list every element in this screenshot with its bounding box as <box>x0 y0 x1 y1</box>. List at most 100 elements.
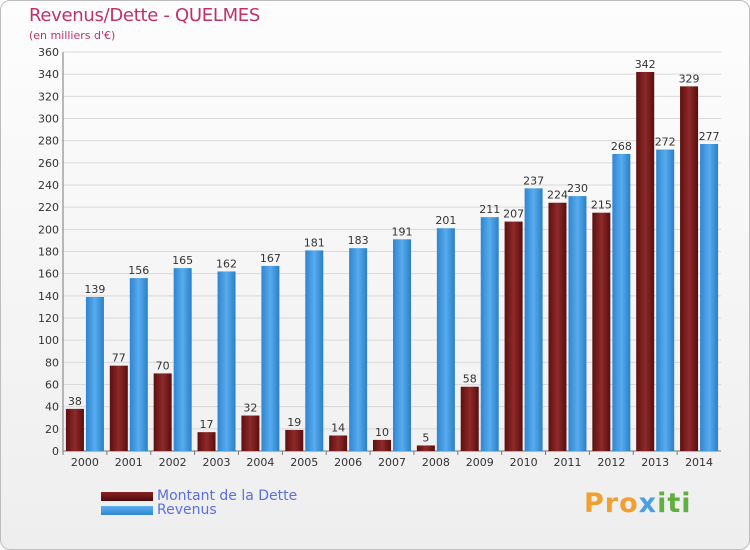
bar-revenus <box>261 265 280 451</box>
legend-label-revenus: Revenus <box>157 502 217 518</box>
data-label-revenus: 268 <box>611 140 632 153</box>
legend-swatch-dette <box>101 492 153 501</box>
x-tick-label: 2006 <box>334 456 362 469</box>
y-tick-label: 140 <box>38 290 59 303</box>
y-tick-label: 260 <box>38 157 59 170</box>
y-tick-label: 340 <box>38 68 59 81</box>
data-label-revenus: 277 <box>699 130 720 143</box>
bar-dette <box>460 386 479 451</box>
data-label-revenus: 167 <box>260 252 281 265</box>
legend-swatch-revenus <box>101 506 153 515</box>
bar-revenus <box>393 239 411 451</box>
x-tick-label: 2004 <box>246 456 274 469</box>
legend-label-dette: Montant de la Dette <box>157 488 298 504</box>
y-tick-label: 320 <box>38 90 59 103</box>
bar-revenus <box>612 153 631 451</box>
x-tick-label: 2005 <box>290 456 318 469</box>
x-tick-label: 2012 <box>597 456 625 469</box>
data-label-revenus: 165 <box>172 254 193 267</box>
data-label-revenus: 237 <box>523 174 544 187</box>
y-tick-label: 360 <box>38 46 59 59</box>
bar-revenus <box>436 228 455 451</box>
data-label-dette: 10 <box>375 426 389 439</box>
data-label-dette: 32 <box>243 402 257 415</box>
bar-revenus <box>217 271 236 451</box>
data-label-dette: 5 <box>422 431 429 444</box>
x-tick-label: 2013 <box>641 456 669 469</box>
data-label-dette: 215 <box>591 199 612 212</box>
x-tick-label: 2009 <box>466 456 494 469</box>
y-tick-label: 180 <box>38 246 59 259</box>
y-tick-label: 160 <box>38 268 59 281</box>
bar-dette <box>241 415 260 451</box>
y-tick-label: 100 <box>38 334 59 347</box>
data-label-dette: 329 <box>679 72 700 85</box>
y-tick-label: 200 <box>38 223 59 236</box>
y-tick-label: 300 <box>38 113 59 126</box>
data-label-revenus: 211 <box>479 203 500 216</box>
data-label-revenus: 139 <box>84 283 105 296</box>
data-label-dette: 19 <box>287 416 301 429</box>
x-tick-label: 2002 <box>159 456 187 469</box>
grid <box>63 51 721 452</box>
data-label-dette: 342 <box>635 58 656 71</box>
data-label-dette: 224 <box>547 189 568 202</box>
y-tick-label: 60 <box>45 379 59 392</box>
data-label-revenus: 162 <box>216 257 237 270</box>
x-tick-label: 2011 <box>553 456 581 469</box>
chart-title: Revenus/Dette - QUELMES <box>29 5 260 26</box>
bar-dette <box>548 202 567 451</box>
data-label-revenus: 230 <box>567 182 588 195</box>
bar-dette <box>592 212 611 451</box>
data-label-revenus: 191 <box>392 225 413 238</box>
value-labels: 38 139 77 156 70 165 17 162 32 167 19 181 14 183 10 191… <box>68 58 720 445</box>
data-label-revenus: 272 <box>655 136 676 149</box>
bar-revenus <box>524 188 543 451</box>
bar-dette <box>373 439 391 451</box>
bar-revenus <box>129 278 148 451</box>
data-label-revenus: 181 <box>304 236 325 249</box>
y-tick-label: 40 <box>45 401 59 414</box>
data-label-dette: 14 <box>331 421 345 434</box>
bar-dette <box>109 365 128 451</box>
bar-revenus <box>700 143 719 451</box>
y-tick-label: 0 <box>52 445 59 458</box>
bar-dette <box>416 445 435 451</box>
bar-dette <box>197 432 216 451</box>
x-tick-label: 2014 <box>685 456 713 469</box>
x-tick-label: 2000 <box>71 456 99 469</box>
bar-revenus <box>85 296 104 451</box>
bar-dette <box>65 408 84 451</box>
bar-dette <box>329 435 348 451</box>
bar-revenus <box>656 149 675 452</box>
bar-dette <box>285 429 304 451</box>
data-label-dette: 17 <box>200 418 214 431</box>
bar-revenus <box>349 248 368 451</box>
bars <box>65 71 719 452</box>
bar-revenus <box>480 217 499 451</box>
proxiti-logo: Proxiti <box>584 488 692 519</box>
data-label-dette: 70 <box>156 359 170 372</box>
y-tick-label: 20 <box>45 423 59 436</box>
data-label-dette: 38 <box>68 395 82 408</box>
bar-revenus <box>568 196 587 451</box>
y-tick-label: 280 <box>38 135 59 148</box>
data-label-revenus: 201 <box>435 214 456 227</box>
x-tick-label: 2008 <box>422 456 450 469</box>
data-label-dette: 77 <box>112 352 126 365</box>
bar-dette <box>504 221 523 451</box>
bar-revenus <box>173 268 192 451</box>
bar-dette <box>680 86 699 451</box>
bar-dette <box>153 373 172 451</box>
x-tick-label: 2003 <box>203 456 231 469</box>
y-tick-label: 120 <box>38 312 59 325</box>
bar-revenus <box>305 250 324 451</box>
axes: 0 20 40 60 80 100 120 140 160 180 200 220 240 260 280 3… <box>38 46 721 469</box>
x-tick-label: 2010 <box>510 456 538 469</box>
x-tick-label: 2001 <box>115 456 143 469</box>
y-tick-label: 80 <box>45 356 59 369</box>
data-label-dette: 207 <box>503 208 524 221</box>
y-tick-label: 220 <box>38 201 59 214</box>
x-tick-label: 2007 <box>378 456 406 469</box>
